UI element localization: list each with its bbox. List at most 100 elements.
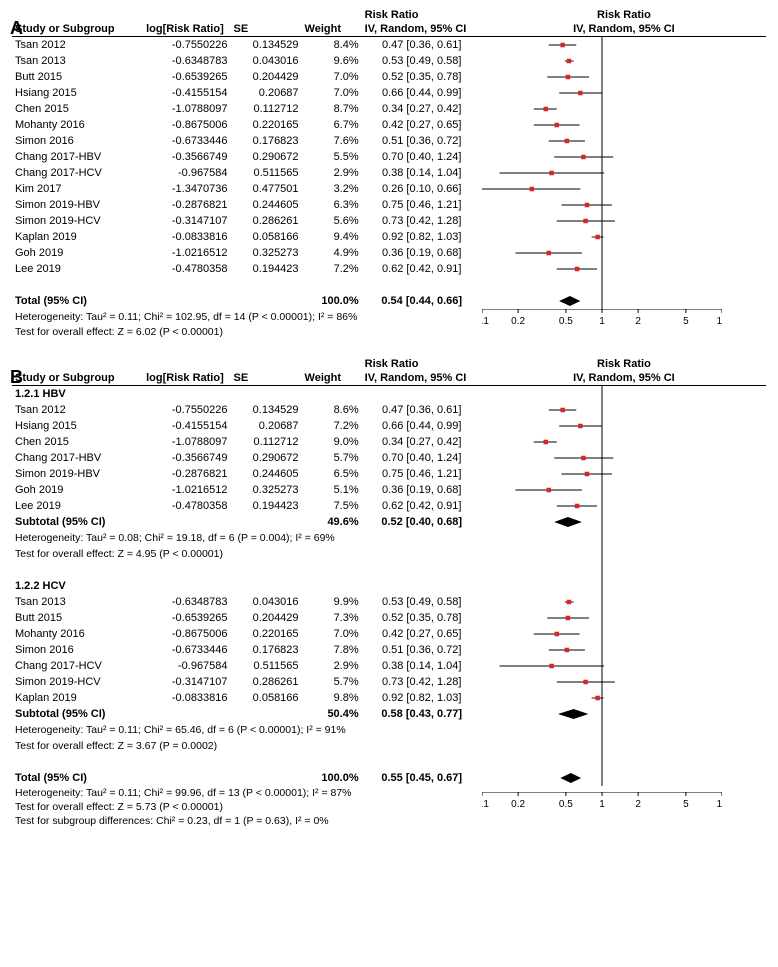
study-weight: 9.0% xyxy=(302,434,362,450)
study-row: Kim 2017 -1.3470736 0.477501 3.2% 0.26 [… xyxy=(12,181,766,197)
study-row: Goh 2019 -1.0216512 0.325273 4.9% 0.36 [… xyxy=(12,245,766,261)
study-row: Tsan 2012 -0.7550226 0.134529 8.6% 0.47 … xyxy=(12,402,766,418)
subgroup-header: 1.2.2 HCV xyxy=(12,578,766,594)
study-ci: 0.75 [0.46, 1.21] xyxy=(362,466,482,482)
study-logrr: -0.4155154 xyxy=(143,418,230,434)
forest-plot-spacer xyxy=(482,530,766,546)
svg-text:0.1: 0.1 xyxy=(482,316,489,327)
svg-text:0.5: 0.5 xyxy=(559,316,573,327)
study-weight: 7.2% xyxy=(302,418,362,434)
study-name: Mohanty 2016 xyxy=(12,117,143,133)
study-ci: 0.38 [0.14, 1.04] xyxy=(362,165,482,181)
forest-plot-row xyxy=(482,434,766,450)
footer-text: Test for overall effect: Z = 5.73 (P < 0… xyxy=(12,800,482,814)
study-name: Kim 2017 xyxy=(12,181,143,197)
study-row: Tsan 2013 -0.6348783 0.043016 9.9% 0.53 … xyxy=(12,594,766,610)
study-weight: 2.9% xyxy=(302,658,362,674)
study-logrr: -1.0788097 xyxy=(143,434,230,450)
header-plot-ci: IV, Random, 95% CI xyxy=(482,22,766,37)
forest-plot-row xyxy=(482,69,766,85)
study-se: 0.511565 xyxy=(231,165,302,181)
study-logrr: -0.6733446 xyxy=(143,642,230,658)
study-logrr: -0.2876821 xyxy=(143,466,230,482)
study-name: Hsiang 2015 xyxy=(12,418,143,434)
forest-plot-row xyxy=(482,690,766,706)
study-weight: 6.3% xyxy=(302,197,362,213)
study-se: 0.244605 xyxy=(231,197,302,213)
study-weight: 6.5% xyxy=(302,466,362,482)
study-name: Chen 2015 xyxy=(12,101,143,117)
study-name: Goh 2019 xyxy=(12,245,143,261)
study-row: Chang 2017-HCV -0.967584 0.511565 2.9% 0… xyxy=(12,165,766,181)
study-logrr: -0.4780358 xyxy=(143,261,230,277)
study-se: 0.058166 xyxy=(231,690,302,706)
study-logrr: -0.7550226 xyxy=(143,402,230,418)
study-name: Chang 2017-HBV xyxy=(12,149,143,165)
study-logrr: -0.8675006 xyxy=(143,626,230,642)
forest-plot-row xyxy=(482,261,766,277)
svg-text:1: 1 xyxy=(599,799,605,810)
study-row: Tsan 2013 -0.6348783 0.043016 9.6% 0.53 … xyxy=(12,53,766,69)
study-ci: 0.62 [0.42, 0.91] xyxy=(362,261,482,277)
footer-text: Heterogeneity: Tau² = 0.08; Chi² = 19.18… xyxy=(12,530,482,546)
study-se: 0.112712 xyxy=(231,101,302,117)
svg-text:10: 10 xyxy=(716,316,722,327)
study-ci: 0.70 [0.40, 1.24] xyxy=(362,149,482,165)
study-name: Mohanty 2016 xyxy=(12,626,143,642)
forest-plot-spacer xyxy=(482,722,766,738)
forest-plot-row xyxy=(482,165,766,181)
study-se: 0.290672 xyxy=(231,149,302,165)
study-logrr: -0.3566749 xyxy=(143,149,230,165)
study-row: Hsiang 2015 -0.4155154 0.20687 7.0% 0.66… xyxy=(12,85,766,101)
header-rr-ci: Risk Ratio xyxy=(362,357,482,371)
study-row: Simon 2019-HCV -0.3147107 0.286261 5.6% … xyxy=(12,213,766,229)
subtotal-weight: 50.4% xyxy=(302,706,362,722)
total-ci: 0.54 [0.44, 0.66] xyxy=(362,293,482,309)
footer-row: Heterogeneity: Tau² = 0.11; Chi² = 99.96… xyxy=(12,786,766,800)
study-row: Butt 2015 -0.6539265 0.204429 7.0% 0.52 … xyxy=(12,69,766,85)
svg-text:5: 5 xyxy=(683,316,689,327)
forest-plot-row xyxy=(482,770,766,786)
study-se: 0.058166 xyxy=(231,229,302,245)
study-row: Chang 2017-HCV -0.967584 0.511565 2.9% 0… xyxy=(12,658,766,674)
forest-table-a: Risk Ratio Risk Ratio Study or Subgroup … xyxy=(12,8,766,339)
study-logrr: -0.0833816 xyxy=(143,690,230,706)
study-ci: 0.36 [0.19, 0.68] xyxy=(362,245,482,261)
study-name: Kaplan 2019 xyxy=(12,229,143,245)
study-logrr: -0.4780358 xyxy=(143,498,230,514)
svg-text:0.2: 0.2 xyxy=(511,799,525,810)
study-name: Goh 2019 xyxy=(12,482,143,498)
study-ci: 0.66 [0.44, 0.99] xyxy=(362,85,482,101)
study-ci: 0.73 [0.42, 1.28] xyxy=(362,674,482,690)
study-name: Chen 2015 xyxy=(12,434,143,450)
study-logrr: -0.3147107 xyxy=(143,674,230,690)
header-se: SE xyxy=(231,371,302,386)
forest-plot-row xyxy=(482,245,766,261)
study-ci: 0.47 [0.36, 0.61] xyxy=(362,37,482,54)
forest-plot-row xyxy=(482,466,766,482)
study-logrr: -1.0216512 xyxy=(143,245,230,261)
study-se: 0.204429 xyxy=(231,69,302,85)
forest-plot-axis: 0.10.20.512510 xyxy=(482,792,722,820)
panel-label-a: A xyxy=(10,18,23,39)
study-row: Lee 2019 -0.4780358 0.194423 7.2% 0.62 [… xyxy=(12,261,766,277)
study-se: 0.220165 xyxy=(231,626,302,642)
study-logrr: -0.6348783 xyxy=(143,53,230,69)
subtotal-ci: 0.58 [0.43, 0.77] xyxy=(362,706,482,722)
study-weight: 8.7% xyxy=(302,101,362,117)
forest-plot-row xyxy=(482,594,766,610)
study-logrr: -0.3566749 xyxy=(143,450,230,466)
study-weight: 7.6% xyxy=(302,133,362,149)
study-weight: 5.6% xyxy=(302,213,362,229)
study-weight: 2.9% xyxy=(302,165,362,181)
forest-plot-row xyxy=(482,674,766,690)
study-logrr: -0.7550226 xyxy=(143,37,230,54)
study-se: 0.325273 xyxy=(231,245,302,261)
study-name: Simon 2019-HCV xyxy=(12,674,143,690)
study-row: Simon 2019-HCV -0.3147107 0.286261 5.7% … xyxy=(12,674,766,690)
study-se: 0.043016 xyxy=(231,594,302,610)
study-row: Hsiang 2015 -0.4155154 0.20687 7.2% 0.66… xyxy=(12,418,766,434)
study-row: Kaplan 2019 -0.0833816 0.058166 9.4% 0.9… xyxy=(12,229,766,245)
study-name: Tsan 2012 xyxy=(12,402,143,418)
study-ci: 0.66 [0.44, 0.99] xyxy=(362,418,482,434)
